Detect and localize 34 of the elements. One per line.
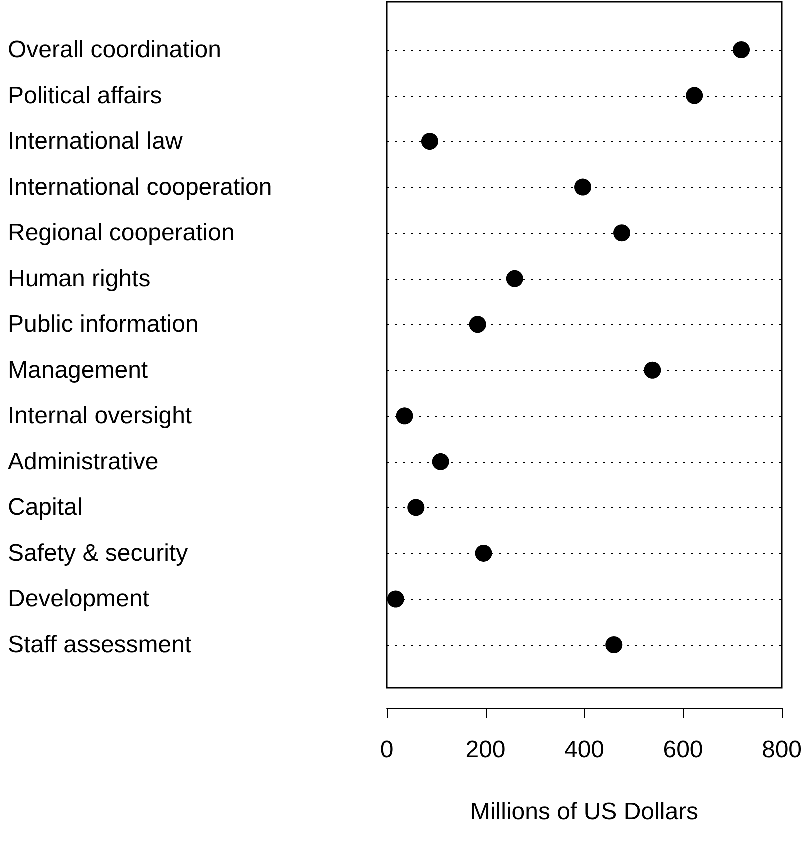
x-tick-label: 0 — [380, 736, 394, 764]
y-tick-label: Administrative — [8, 448, 159, 476]
point — [606, 636, 623, 654]
point — [686, 87, 704, 104]
point — [574, 178, 592, 196]
y-tick-label: Capital — [8, 494, 83, 522]
y-tick-label: Regional cooperation — [8, 220, 235, 247]
point — [506, 270, 524, 288]
y-tick-label: Internal oversight — [8, 402, 192, 430]
point — [387, 590, 404, 608]
point — [614, 224, 631, 242]
y-tick-label: Political affairs — [8, 82, 162, 110]
point — [733, 42, 750, 58]
point — [396, 408, 414, 425]
x-tick-label: 200 — [466, 736, 506, 764]
y-tick-label: Human rights — [8, 265, 151, 292]
y-tick-label: Safety & security — [8, 540, 188, 567]
y-tick-label: Management — [8, 356, 148, 384]
x-tick-label: 800 — [762, 736, 802, 764]
x-axis-title: Millions of US Dollars — [470, 798, 699, 826]
x-tick-label: 400 — [564, 736, 605, 764]
y-tick-label: Staff assessment — [8, 632, 192, 658]
point — [432, 453, 450, 470]
point — [475, 544, 492, 562]
x-tick-label: 600 — [663, 736, 704, 764]
point — [408, 499, 425, 516]
y-tick-label: Development — [8, 586, 150, 613]
point — [421, 133, 438, 150]
y-tick-label: Public information — [8, 311, 199, 338]
point — [644, 362, 662, 379]
y-tick-label: Overall coordination — [8, 36, 222, 64]
point — [469, 316, 486, 334]
y-tick-label: International cooperation — [8, 174, 272, 201]
y-tick-label: International law — [8, 128, 184, 156]
